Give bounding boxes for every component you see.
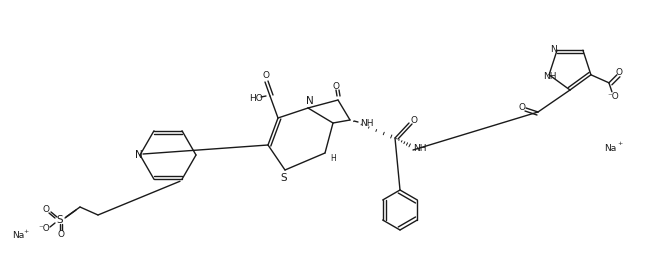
- Text: S: S: [56, 215, 63, 225]
- Text: +: +: [618, 140, 623, 146]
- Text: N: N: [550, 45, 556, 54]
- Text: O: O: [333, 81, 339, 90]
- Text: S: S: [281, 173, 288, 183]
- Text: Na: Na: [12, 231, 24, 239]
- Text: H: H: [330, 153, 336, 162]
- Text: NH: NH: [360, 119, 374, 127]
- Text: O: O: [42, 205, 50, 213]
- Text: NH: NH: [544, 72, 557, 81]
- Text: N: N: [135, 150, 143, 160]
- Text: NH: NH: [413, 144, 427, 153]
- Text: ⁻O: ⁻O: [38, 224, 50, 232]
- Text: O: O: [519, 102, 526, 112]
- Text: O: O: [58, 230, 65, 238]
- Text: +: +: [24, 229, 29, 233]
- Text: O: O: [411, 115, 417, 125]
- Text: ⁻O: ⁻O: [607, 92, 619, 101]
- Text: O: O: [616, 68, 622, 77]
- Text: N: N: [306, 96, 314, 106]
- Text: O: O: [263, 70, 269, 80]
- Text: Na: Na: [604, 144, 616, 153]
- Text: HO: HO: [249, 94, 263, 102]
